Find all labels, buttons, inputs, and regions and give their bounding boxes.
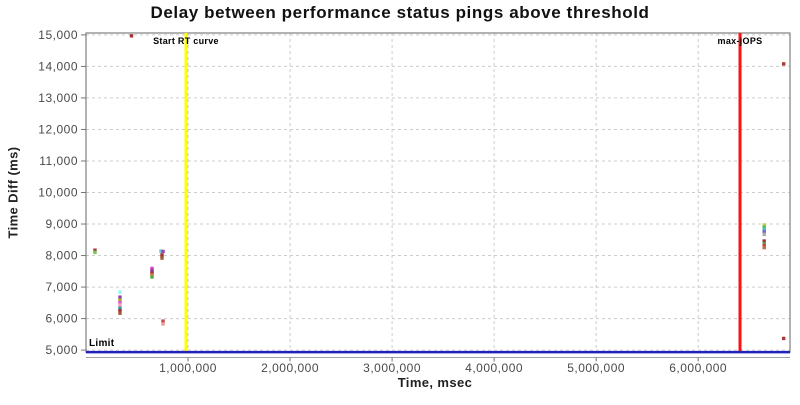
data-point: [150, 269, 154, 273]
data-point: [150, 266, 154, 271]
data-point: [159, 249, 163, 253]
y-tick-label: 5,000: [45, 343, 78, 357]
data-point: [118, 306, 122, 310]
x-tick-label: 6,000,000: [669, 361, 727, 375]
data-point: [762, 239, 766, 243]
data-point: [762, 227, 766, 232]
max-jops-label: max-jOPS: [718, 36, 763, 46]
data-point: [762, 232, 766, 237]
data-point: [762, 241, 766, 246]
data-point: [781, 62, 786, 66]
data-point: [93, 248, 97, 252]
data-point: [150, 273, 154, 277]
x-tick-label: 3,000,000: [363, 361, 421, 375]
data-point: [781, 336, 786, 341]
data-point: [161, 319, 165, 323]
plot-border: [85, 32, 791, 353]
y-tick-label: 11,000: [39, 154, 78, 168]
y-tick-label: 13,000: [38, 91, 78, 105]
data-point: [118, 303, 122, 307]
chart-title: Delay between performance status pings a…: [150, 3, 650, 22]
y-tick-label: 10,000: [38, 186, 78, 200]
y-tick-label: 12,000: [38, 122, 78, 136]
x-tick-label: 4,000,000: [465, 361, 523, 375]
y-tick-label: 14,000: [38, 59, 78, 73]
data-point: [118, 300, 122, 305]
data-point: [762, 225, 766, 229]
y-tick-label: 6,000: [45, 312, 78, 326]
data-point: [118, 290, 122, 294]
data-point: [118, 311, 122, 315]
data-point: [160, 256, 164, 260]
y-tick-label: 9,000: [45, 217, 78, 231]
data-point: [762, 245, 766, 250]
x-tick-label: 2,000,000: [261, 361, 319, 375]
data-point: [762, 229, 766, 234]
data-point: [762, 223, 766, 227]
x-axis-label: Time, msec: [397, 375, 473, 390]
data-point: [161, 249, 165, 254]
x-tick-label: 5,000,000: [567, 361, 625, 375]
data-point: [118, 298, 122, 302]
data-point: [762, 243, 766, 248]
x-tick-label: 1,000,000: [159, 361, 217, 375]
y-tick-label: 7,000: [45, 280, 78, 294]
data-point: [150, 271, 154, 275]
y-axis-label: Time Diff (ms): [5, 146, 21, 239]
data-point: [118, 309, 122, 313]
y-tick-label: 8,000: [45, 249, 78, 263]
start-rt-curve-label: Start RT curve: [153, 36, 219, 46]
data-point: [160, 253, 164, 257]
data-point: [129, 34, 134, 38]
data-point: [118, 295, 122, 299]
y-tick-label: 15,000: [38, 28, 78, 42]
data-point: [150, 275, 154, 279]
data-point: [161, 322, 165, 326]
data-point: [93, 250, 97, 255]
limit-label: Limit: [89, 338, 115, 349]
